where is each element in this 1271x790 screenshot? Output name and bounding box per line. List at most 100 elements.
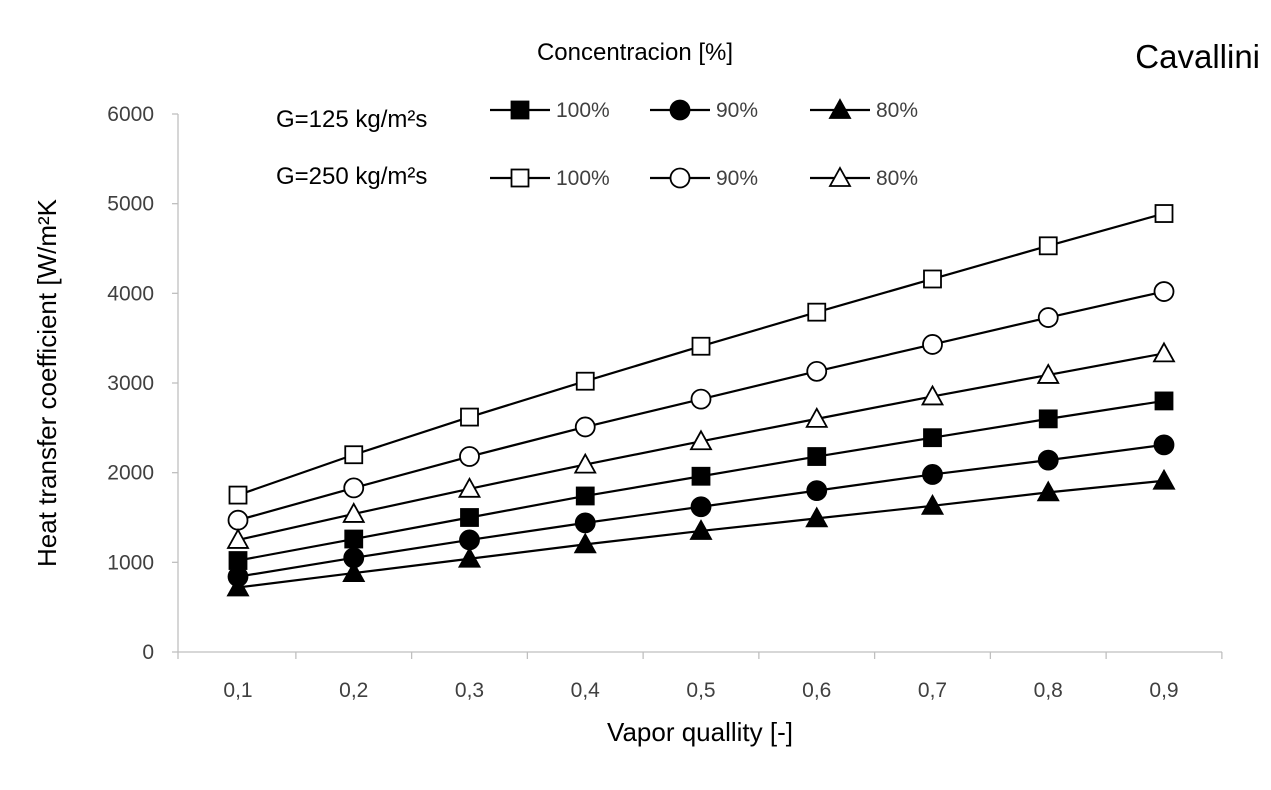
data-point-circle — [1037, 449, 1059, 471]
legend-entry: 100% — [490, 99, 610, 122]
data-point-square — [228, 485, 248, 505]
series-2 — [226, 468, 1176, 597]
y-tick-label: 6000 — [107, 103, 154, 126]
legend-marker-square — [510, 100, 530, 120]
data-point-triangle — [573, 532, 597, 554]
legend-entry-label: 100% — [556, 167, 610, 190]
legend-entry-label: 80% — [876, 99, 918, 122]
x-tick-label: 0,5 — [686, 679, 715, 702]
legend-entry-label: 90% — [716, 99, 758, 122]
y-axis-title: Heat transfer coefficient [W/m²K — [32, 198, 62, 567]
x-tick-label: 0,7 — [918, 679, 947, 702]
data-point-circle — [574, 512, 596, 534]
data-point-triangle — [457, 546, 482, 568]
data-point-square — [575, 486, 595, 506]
data-point-circle — [806, 360, 828, 382]
data-point-triangle — [1036, 363, 1060, 384]
x-tick-label: 0,2 — [339, 679, 368, 702]
legend-group-label-g250: G=250 kg/m²s — [276, 163, 427, 190]
chart-title: Cavallini — [1135, 38, 1260, 75]
data-point-square — [1154, 204, 1174, 223]
data-point-circle — [922, 464, 943, 485]
x-tick-label: 0,1 — [223, 679, 252, 702]
series-0 — [228, 391, 1174, 570]
data-point-square — [460, 508, 479, 527]
data-point-triangle — [805, 506, 829, 528]
data-point-circle — [343, 477, 365, 499]
data-point-square — [575, 371, 595, 391]
y-tick-label: 2000 — [107, 462, 154, 485]
legend-marker-square — [510, 168, 530, 188]
data-point-circle — [459, 446, 480, 467]
x-tick-label: 0,6 — [802, 679, 831, 702]
data-point-square — [807, 302, 827, 322]
series-3 — [228, 204, 1174, 505]
data-point-triangle — [1152, 468, 1176, 490]
data-point-triangle — [226, 575, 250, 597]
legend-entry: 80% — [810, 98, 918, 122]
legend: Concentracion [%] G=125 kg/m²s G=250 kg/… — [276, 39, 918, 190]
data-point-circle — [690, 496, 712, 518]
data-point-square — [923, 428, 942, 448]
data-point-triangle — [226, 528, 250, 549]
data-point-triangle — [1152, 341, 1176, 363]
data-point-triangle — [689, 519, 713, 540]
legend-group-label-g125: G=125 kg/m²s — [276, 106, 427, 133]
data-point-triangle — [920, 384, 945, 406]
data-point-square — [691, 336, 711, 356]
data-point-square — [1038, 409, 1058, 429]
y-tick-label: 0 — [142, 641, 154, 664]
legend-entry-label: 90% — [716, 167, 758, 190]
legend-title: Concentracion [%] — [537, 39, 733, 66]
x-tick-label: 0,3 — [455, 679, 484, 702]
data-point-square — [691, 466, 711, 486]
series-5 — [226, 341, 1176, 549]
x-tick-label: 0,4 — [571, 679, 601, 702]
legend-marker-circle — [669, 99, 691, 121]
data-point-square — [1154, 391, 1174, 411]
x-tick-label: 0,8 — [1034, 679, 1063, 702]
data-point-triangle — [920, 493, 945, 515]
series-layer — [226, 204, 1176, 597]
data-point-square — [344, 445, 364, 465]
data-point-triangle — [1036, 480, 1060, 502]
data-point-square — [807, 447, 827, 466]
axes: 0 1000 2000 3000 4000 5000 6000 0,1 0,2 0,3 0,4 0,5… — [107, 103, 1223, 702]
data-point-triangle — [457, 476, 482, 498]
data-point-circle — [690, 388, 712, 410]
data-point-circle — [1153, 281, 1175, 302]
data-point-square — [460, 407, 479, 427]
data-point-triangle — [805, 407, 829, 428]
data-point-square — [344, 529, 364, 549]
x-axis-title: Vapor quallity [-] — [607, 717, 793, 747]
legend-entry: 90% — [650, 167, 758, 190]
y-tick-label: 1000 — [107, 551, 154, 574]
data-point-circle — [922, 334, 943, 355]
legend-entry-label: 80% — [876, 167, 918, 190]
x-tick-label: 0,9 — [1149, 679, 1178, 702]
data-point-circle — [459, 529, 480, 551]
data-point-circle — [227, 509, 249, 531]
data-point-circle — [1037, 307, 1059, 328]
data-point-circle — [574, 416, 596, 438]
y-tick-label: 4000 — [107, 282, 154, 305]
legend-marker-triangle — [828, 98, 852, 119]
data-point-circle — [806, 480, 828, 502]
legend-entry: 90% — [650, 99, 758, 122]
legend-entry: 80% — [810, 166, 918, 190]
legend-marker-circle — [669, 167, 691, 189]
y-tick-label: 5000 — [107, 193, 154, 216]
series-1 — [227, 434, 1175, 588]
legend-entries: 100% 90% 80% 100% 90% 80% — [490, 98, 918, 190]
data-point-square — [1038, 236, 1058, 256]
data-point-triangle — [689, 429, 713, 451]
legend-marker-triangle — [828, 166, 852, 187]
data-point-triangle — [342, 502, 366, 523]
y-tick-label: 3000 — [107, 372, 154, 395]
data-point-square — [923, 269, 942, 289]
legend-entry-label: 100% — [556, 99, 610, 122]
data-point-triangle — [342, 561, 366, 582]
legend-entry: 100% — [490, 167, 610, 190]
data-point-circle — [1153, 434, 1175, 456]
